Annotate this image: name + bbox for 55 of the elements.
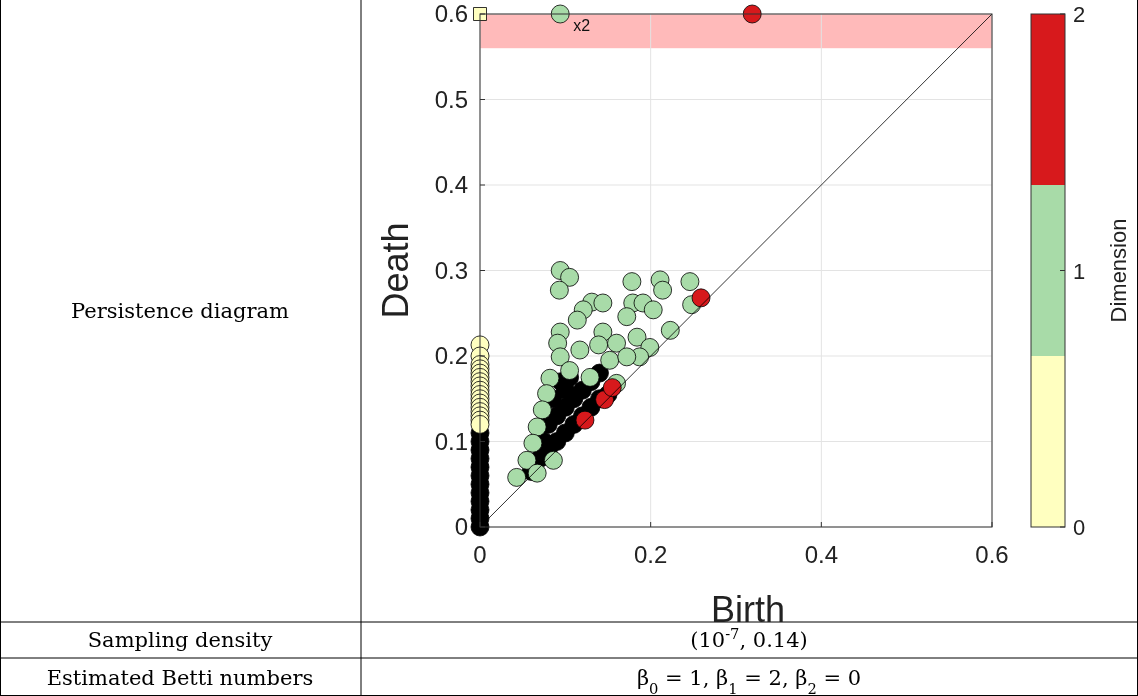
point (567, 310, 587, 330)
color-bar-label: 2 (1073, 2, 1086, 27)
point (570, 340, 590, 360)
y-axis-title: Death (375, 222, 416, 319)
color-bar-title: Dimension (1106, 218, 1131, 323)
point (560, 361, 579, 380)
x-tick-label: 0.6 (975, 541, 1009, 568)
point (523, 433, 543, 453)
x-tick-label: 0.4 (804, 541, 839, 568)
y-tick-label: 0.6 (434, 0, 468, 27)
text: β$_{0}$ = 1, β$_{1}$ = 2, β$_{2}$ = 0 (636, 666, 862, 696)
point (527, 417, 547, 437)
text: Persistence diagram (71, 299, 289, 323)
color-bar-label: 0 (1073, 515, 1086, 540)
y-tick-label: 0.3 (434, 256, 468, 284)
point (550, 4, 570, 24)
y-tick-label: 0 (454, 513, 468, 540)
point (617, 347, 637, 367)
color-bar-label: 1 (1073, 258, 1086, 284)
point (643, 300, 663, 320)
point (549, 280, 569, 300)
annotation: x2 (573, 17, 591, 34)
point (507, 468, 527, 487)
point (532, 400, 552, 420)
y-tick-label: 0.1 (434, 427, 468, 455)
point (617, 307, 637, 327)
point (600, 350, 620, 370)
x-tick-label: 0 (473, 541, 487, 568)
point (653, 280, 673, 300)
point (550, 347, 570, 367)
point (560, 267, 579, 287)
point (527, 463, 547, 483)
point (660, 320, 680, 340)
point (627, 327, 647, 347)
point (537, 384, 556, 403)
y-tick-label: 0.5 (434, 85, 468, 113)
point (742, 4, 762, 24)
point (580, 368, 600, 387)
text: Sampling density (87, 628, 273, 652)
y-tick-label: 0.4 (434, 171, 468, 198)
text: (10$^{-7}$, 0.14) (690, 624, 808, 652)
point (473, 7, 487, 21)
point (607, 333, 626, 353)
x-tick-label: 0.2 (633, 541, 668, 568)
point (691, 288, 711, 308)
point (543, 450, 563, 470)
y-tick-label: 0.2 (434, 342, 468, 369)
point (622, 272, 642, 291)
point (680, 272, 700, 291)
point (517, 450, 537, 470)
point (589, 335, 609, 355)
point (540, 368, 560, 388)
point (593, 293, 613, 313)
point (575, 410, 595, 430)
text: Estimated Betti numbers (46, 666, 314, 690)
